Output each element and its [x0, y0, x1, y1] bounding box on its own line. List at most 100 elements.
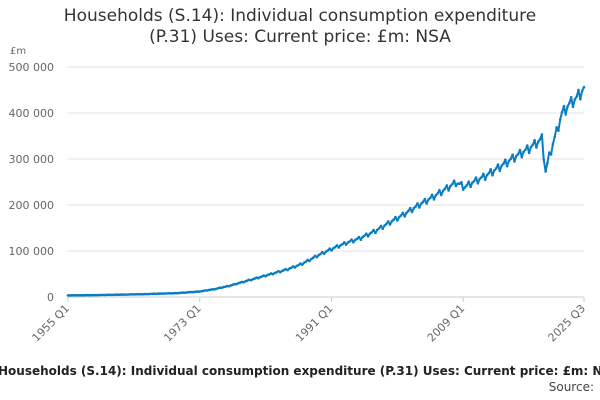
data-point[interactable]	[535, 146, 538, 149]
data-point[interactable]	[418, 206, 421, 209]
data-point[interactable]	[377, 227, 381, 230]
data-point[interactable]	[452, 179, 456, 182]
data-point[interactable]	[383, 224, 386, 227]
data-point[interactable]	[390, 219, 394, 223]
data-point[interactable]	[436, 192, 439, 195]
data-point[interactable]	[549, 153, 553, 156]
data-point[interactable]	[571, 105, 575, 109]
data-point[interactable]	[467, 180, 471, 183]
data-point[interactable]	[500, 164, 504, 167]
data-point[interactable]	[161, 292, 165, 295]
data-point[interactable]	[130, 293, 134, 296]
data-point[interactable]	[75, 294, 79, 297]
data-point[interactable]	[440, 193, 443, 197]
data-point[interactable]	[485, 173, 489, 177]
data-point[interactable]	[401, 211, 405, 215]
data-point[interactable]	[410, 210, 414, 214]
data-point[interactable]	[72, 294, 75, 297]
data-point[interactable]	[66, 294, 70, 297]
data-point[interactable]	[141, 292, 145, 296]
data-point[interactable]	[421, 200, 425, 204]
data-point[interactable]	[447, 189, 450, 192]
data-point[interactable]	[357, 235, 361, 239]
data-point[interactable]	[366, 235, 370, 238]
data-point[interactable]	[94, 293, 97, 297]
data-point[interactable]	[542, 158, 545, 161]
data-point[interactable]	[68, 294, 72, 297]
data-point[interactable]	[112, 293, 115, 297]
data-point[interactable]	[451, 182, 454, 186]
data-point[interactable]	[489, 168, 493, 171]
data-point[interactable]	[300, 263, 304, 267]
data-point[interactable]	[293, 266, 297, 269]
data-point[interactable]	[498, 169, 502, 173]
data-point[interactable]	[333, 245, 337, 249]
data-point[interactable]	[319, 252, 322, 256]
data-point[interactable]	[154, 292, 158, 296]
data-point[interactable]	[522, 150, 525, 153]
data-point[interactable]	[392, 218, 396, 221]
data-point[interactable]	[553, 135, 556, 139]
data-point[interactable]	[337, 246, 341, 249]
data-point[interactable]	[555, 126, 558, 129]
data-point[interactable]	[423, 197, 427, 201]
data-point[interactable]	[279, 270, 282, 274]
data-point[interactable]	[427, 198, 430, 201]
data-point[interactable]	[396, 219, 399, 222]
data-point[interactable]	[74, 294, 77, 297]
data-point[interactable]	[529, 145, 533, 149]
data-point[interactable]	[348, 240, 352, 243]
data-point[interactable]	[558, 118, 562, 121]
data-point[interactable]	[540, 133, 544, 136]
data-point[interactable]	[289, 266, 293, 270]
data-point[interactable]	[203, 289, 207, 292]
data-point[interactable]	[483, 178, 487, 181]
data-point[interactable]	[527, 151, 531, 155]
data-point[interactable]	[339, 244, 342, 247]
data-point[interactable]	[496, 163, 500, 166]
data-point[interactable]	[461, 188, 465, 191]
data-point[interactable]	[361, 235, 364, 239]
data-point[interactable]	[416, 202, 419, 205]
data-point[interactable]	[513, 160, 516, 163]
data-point[interactable]	[511, 153, 514, 156]
data-point[interactable]	[99, 293, 103, 297]
data-point[interactable]	[438, 188, 441, 192]
data-point[interactable]	[322, 252, 326, 256]
data-point[interactable]	[445, 184, 449, 187]
data-point[interactable]	[505, 164, 509, 168]
data-point[interactable]	[557, 129, 560, 132]
data-point[interactable]	[414, 205, 418, 208]
data-point[interactable]	[117, 293, 121, 297]
data-point[interactable]	[518, 148, 522, 152]
data-point[interactable]	[136, 293, 139, 296]
data-point[interactable]	[482, 172, 485, 176]
data-point[interactable]	[538, 137, 542, 141]
data-point[interactable]	[568, 101, 571, 105]
data-point[interactable]	[379, 224, 383, 228]
data-point[interactable]	[107, 293, 110, 297]
data-point[interactable]	[443, 187, 447, 191]
data-point[interactable]	[330, 249, 333, 252]
data-point[interactable]	[313, 254, 317, 258]
data-point[interactable]	[487, 171, 491, 175]
data-point[interactable]	[520, 155, 524, 159]
data-point[interactable]	[105, 293, 108, 297]
data-point[interactable]	[560, 111, 564, 114]
data-point[interactable]	[70, 294, 73, 297]
data-point[interactable]	[308, 259, 311, 263]
data-point[interactable]	[449, 184, 452, 188]
data-point[interactable]	[456, 182, 460, 185]
data-point[interactable]	[355, 237, 359, 241]
data-point[interactable]	[432, 198, 436, 201]
data-point[interactable]	[286, 268, 289, 272]
data-point[interactable]	[399, 214, 403, 217]
data-point[interactable]	[341, 242, 344, 246]
data-point[interactable]	[134, 293, 137, 296]
data-point[interactable]	[429, 196, 432, 200]
data-point[interactable]	[524, 148, 527, 152]
data-point[interactable]	[516, 152, 520, 156]
data-point[interactable]	[460, 181, 463, 184]
data-point[interactable]	[507, 159, 511, 163]
data-point[interactable]	[478, 177, 482, 181]
